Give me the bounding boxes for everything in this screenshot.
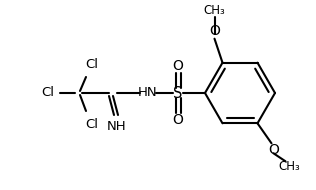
Text: O: O xyxy=(173,59,183,73)
Text: S: S xyxy=(173,86,183,101)
Text: O: O xyxy=(209,24,220,38)
Text: CH₃: CH₃ xyxy=(279,160,301,173)
Text: O: O xyxy=(173,113,183,127)
Text: CH₃: CH₃ xyxy=(204,4,225,17)
Text: NH: NH xyxy=(107,120,127,134)
Text: HN: HN xyxy=(138,86,158,100)
Text: Cl: Cl xyxy=(86,58,99,70)
Text: Cl: Cl xyxy=(86,117,99,131)
Text: O: O xyxy=(268,143,279,157)
Text: Cl: Cl xyxy=(41,86,54,100)
